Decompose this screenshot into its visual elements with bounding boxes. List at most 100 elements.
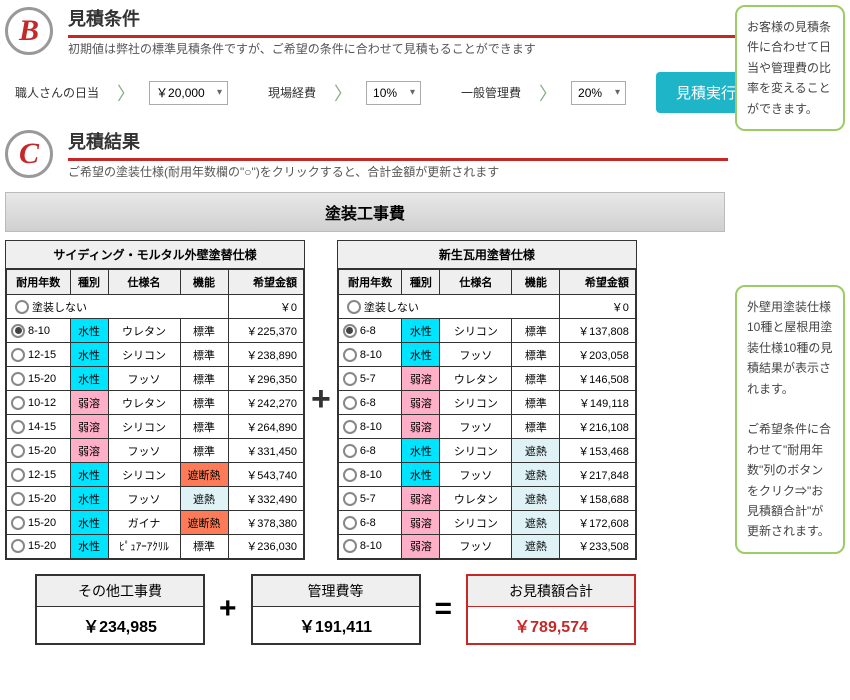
spec-cell: ガイナ [108,511,180,535]
spec-row[interactable]: 6-8水性シリコン遮熱￥153,468 [338,439,636,463]
section-b-sub: 初期値は弊社の標準見積条件ですが、ご希望の条件に合わせて見積もることができます [68,40,845,57]
radio[interactable] [343,539,357,553]
spec-cell: フッソ [440,535,512,559]
spec-row[interactable]: 14-15弱溶シリコン標準￥264,890 [6,415,304,439]
section-c-title: 見積結果 [68,128,728,154]
radio[interactable] [11,372,25,386]
radio[interactable] [343,468,357,482]
radio[interactable] [11,539,25,553]
spec-row[interactable]: 12-15水性シリコン遮断熱￥543,740 [6,463,304,487]
radio[interactable] [347,300,361,314]
years-value: 8-10 [360,421,382,433]
summary-other-label: その他工事費 [37,576,203,607]
type-cell: 弱溶 [402,415,440,439]
type-cell: 水性 [402,439,440,463]
spec-row[interactable]: 15-20水性フッソ遮熱￥332,490 [6,487,304,511]
left-table: 耐用年数種別仕様名機能希望金額塗装しない￥08-10水性ウレタン標準￥225,3… [5,268,305,560]
right-caption: 新生瓦用塗替仕様 [337,240,637,268]
radio[interactable] [11,444,25,458]
spec-row[interactable]: 15-20水性ガイナ遮断熱￥378,380 [6,511,304,535]
badge-c: C [5,130,53,178]
wage-select[interactable]: ￥20,000 [149,81,228,105]
plus-icon: + [219,592,237,626]
right-table-wrap: 新生瓦用塗替仕様 耐用年数種別仕様名機能希望金額塗装しない￥06-8水性シリコン… [337,240,637,560]
radio[interactable] [11,516,25,530]
spec-row[interactable]: 12-15水性シリコン標準￥238,890 [6,343,304,367]
spec-cell: フッソ [108,367,180,391]
price-cell: ￥153,468 [560,439,636,463]
spec-row[interactable]: 15-20水性ﾋﾟｭｱｰｱｸﾘﾙ標準￥236,030 [6,535,304,559]
func-cell: 遮熱 [512,535,560,559]
spec-cell: シリコン [108,343,180,367]
spec-cell: シリコン [440,391,512,415]
func-cell: 標準 [512,391,560,415]
spec-row[interactable]: 8-10弱溶フッソ遮熱￥233,508 [338,535,636,559]
radio[interactable] [343,348,357,362]
no-paint-cell[interactable]: 塗装しない [338,295,560,319]
spec-cell: ﾋﾟｭｱｰｱｸﾘﾙ [108,535,180,559]
radio[interactable] [11,396,25,410]
radio[interactable] [11,348,25,362]
radio[interactable] [343,444,357,458]
radio[interactable] [15,300,29,314]
radio[interactable] [343,372,357,386]
onsite-select[interactable]: 10% [366,81,421,105]
radio[interactable] [343,396,357,410]
spec-row[interactable]: 15-20水性フッソ標準￥296,350 [6,367,304,391]
spec-cell: ウレタン [440,487,512,511]
radio[interactable] [343,324,357,338]
type-cell: 水性 [402,319,440,343]
price-cell: ￥149,118 [560,391,636,415]
left-caption: サイディング・モルタル外壁塗替仕様 [5,240,305,268]
spec-row[interactable]: 8-10弱溶フッソ標準￥216,108 [338,415,636,439]
section-b-title: 見積条件 [68,5,845,31]
radio[interactable] [11,492,25,506]
summary-total: お見積額合計 ￥789,574 [466,574,636,645]
price-cell: ￥331,450 [228,439,304,463]
no-paint-label: 塗装しない [32,299,87,315]
col-header: 機能 [180,269,228,295]
years-value: 15-20 [28,540,56,552]
mgmt-select[interactable]: 20% [571,81,626,105]
radio[interactable] [11,324,25,338]
price-cell: ￥172,608 [560,511,636,535]
spec-row[interactable]: 6-8弱溶シリコン遮熱￥172,608 [338,511,636,535]
func-cell: 遮熱 [512,439,560,463]
spec-cell: ウレタン [108,391,180,415]
func-cell: 遮熱 [512,487,560,511]
type-cell: 弱溶 [70,415,108,439]
spec-row[interactable]: 8-10水性ウレタン標準￥225,370 [6,319,304,343]
type-cell: 弱溶 [70,391,108,415]
spec-row[interactable]: 15-20弱溶フッソ標準￥331,450 [6,439,304,463]
spec-row[interactable]: 6-8水性シリコン標準￥137,808 [338,319,636,343]
summary-mgmt-label: 管理費等 [253,576,419,607]
spec-row[interactable]: 8-10水性フッソ遮熱￥217,848 [338,463,636,487]
col-header: 耐用年数 [338,269,402,295]
years-value: 15-20 [28,373,56,385]
radio[interactable] [343,420,357,434]
radio[interactable] [343,492,357,506]
spec-row[interactable]: 10-12弱溶ウレタン標準￥242,270 [6,391,304,415]
func-cell: 標準 [180,343,228,367]
radio[interactable] [11,420,25,434]
price-cell: ￥217,848 [560,463,636,487]
spec-row[interactable]: 5-7弱溶ウレタン標準￥146,508 [338,367,636,391]
price-cell: ￥264,890 [228,415,304,439]
price-cell: ￥216,108 [560,415,636,439]
summary-other: その他工事費 ￥234,985 [35,574,205,645]
func-cell: 遮断熱 [180,511,228,535]
spec-row[interactable]: 5-7弱溶ウレタン遮熱￥158,688 [338,487,636,511]
type-cell: 弱溶 [70,439,108,463]
no-paint-cell[interactable]: 塗装しない [6,295,228,319]
years-value: 8-10 [360,540,382,552]
years-value: 5-7 [360,493,376,505]
price-cell: ￥378,380 [228,511,304,535]
spec-row[interactable]: 8-10水性フッソ標準￥203,058 [338,343,636,367]
spec-row[interactable]: 6-8弱溶シリコン標準￥149,118 [338,391,636,415]
radio[interactable] [343,516,357,530]
right-table: 耐用年数種別仕様名機能希望金額塗装しない￥06-8水性シリコン標準￥137,80… [337,268,637,560]
years-value: 8-10 [360,469,382,481]
radio[interactable] [11,468,25,482]
func-cell: 標準 [180,415,228,439]
type-cell: 弱溶 [402,391,440,415]
